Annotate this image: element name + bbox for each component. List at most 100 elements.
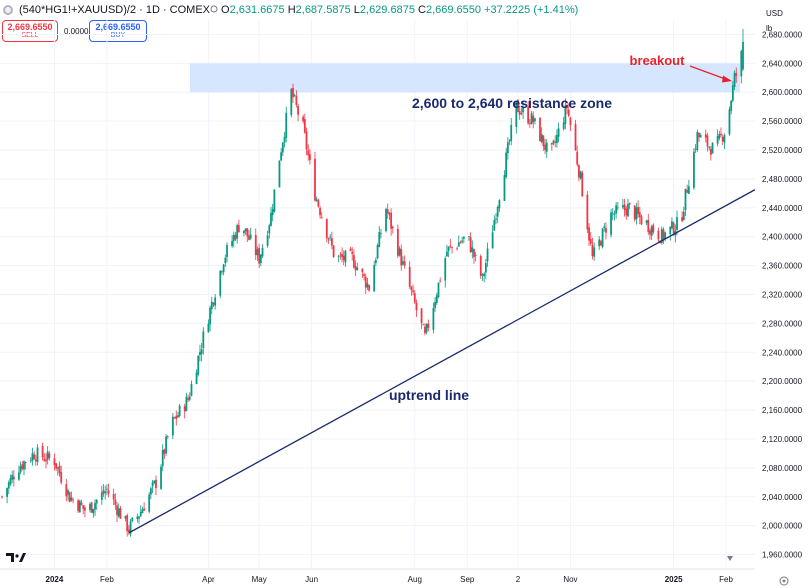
candle-up [669,226,672,241]
candle-up [95,499,98,510]
candle-down [539,117,541,142]
candle-up [131,517,134,523]
candle-up [46,446,49,465]
candle-up [89,502,91,513]
candle-down [41,442,44,461]
candle-down [386,203,389,219]
candle-up [684,188,687,217]
candle-down [388,211,391,220]
y-tick-label: 2,480.0000 [762,175,803,184]
candle-up [444,256,447,288]
candle-up [733,70,736,91]
candle-down [623,199,626,217]
candle-down [77,498,80,514]
candle-up [219,270,222,299]
candle-up [129,518,132,537]
symbol-title[interactable]: (540*HG1!+XAUUSD)/2 · 1D · COMEX [19,4,211,16]
sell-button[interactable]: 2,669.6550 SELL [2,20,58,42]
candle-down [116,501,118,523]
candle-down [320,211,323,219]
candle-down [633,204,636,222]
candle-down [24,461,27,470]
candle-down [698,132,700,143]
candle-down [317,198,320,208]
y-tick-label: 2,120.0000 [762,435,803,444]
x-tick-label: May [252,575,267,584]
candle-down [82,505,85,515]
candle-down [12,469,15,487]
candle-up [534,117,536,125]
candle-up [556,129,558,148]
change-value: +37.2225 (+1.41%) [484,4,579,16]
y-tick-label: 2,040.0000 [762,493,803,502]
tradingview-logo-icon[interactable] [6,553,26,562]
candle-up [92,508,95,518]
y-tick-label: 2,200.0000 [762,377,803,386]
candle-down [628,202,631,210]
candle-down [183,403,186,419]
y-tick-label: 2,280.0000 [762,319,803,328]
candle-down [354,260,357,277]
buy-button[interactable]: 2,669.6550 BUY [89,20,147,42]
candle-up [67,488,69,501]
x-tick-label: Jun [305,575,318,584]
candle-up [161,444,164,472]
candle-up [70,491,73,502]
candle-up [7,480,10,495]
x-tick-label: 2025 [665,575,683,584]
candle-up [23,460,25,476]
price-marker-icon [727,556,733,561]
candle-up [496,205,499,224]
candle-up [236,223,239,244]
candle-up [78,499,81,513]
axis-units[interactable]: USD lb [766,6,783,36]
candle-down [599,239,602,246]
candle-up [461,236,464,244]
candle-up [259,253,262,267]
candle-up [244,228,247,235]
candle-up [557,122,560,143]
candle-down [246,228,249,242]
candle-down [542,135,545,151]
candle-up [402,256,404,266]
candle-down [187,394,189,403]
candle-up [356,262,359,271]
ohlc-readout: O2,631.6675 H2,687.5875 L2,629.6875 C2,6… [221,4,578,16]
candle-up [171,413,174,440]
y-tick-label: 2,240.0000 [762,348,803,357]
candle-down [532,111,535,129]
candle-down [292,83,294,103]
candle-down [258,243,261,268]
candle-down [119,506,122,519]
candle-down [479,254,482,279]
y-tick-label: 2,560.0000 [762,117,803,126]
candle-up [100,485,103,505]
candle-up [621,198,624,210]
candle-up [598,236,601,250]
low-value: 2,629.6875 [359,4,415,16]
candle-up [593,242,596,261]
price-axis: 1,960.0000 2,000.0000 2,040.0000 2,080.0000… [762,30,803,559]
candle-down [127,525,130,536]
candle-up [160,464,162,490]
candle-down [302,114,305,124]
candle-up [682,206,685,221]
settings-icon[interactable] [779,576,789,586]
candle-down [83,505,86,518]
x-tick-label: Aug [408,575,422,584]
candle-up [378,226,381,248]
candle-up [708,146,711,151]
uptrend-line-label: uptrend line [389,387,469,403]
x-tick-label: Apr [202,575,215,584]
candle-up [165,434,168,456]
candle-up [29,457,32,464]
candle-down [327,237,330,244]
candle-down [657,227,660,243]
candle-up [601,227,604,249]
candle-down [439,277,442,283]
candle-up [432,302,435,334]
candle-up [716,129,719,147]
y-tick-label: 2,440.0000 [762,204,803,213]
candle-down [574,119,577,151]
